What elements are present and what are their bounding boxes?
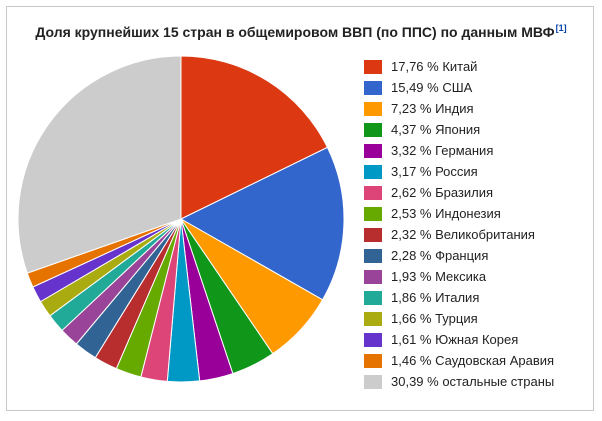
footnote-ref: [1] [556,23,567,33]
legend-item-5: 3,17 % Россия [364,161,554,182]
chart-title-text: Доля крупнейших 15 стран в общемировом В… [35,24,555,40]
legend-item-8: 2,32 % Великобритания [364,224,554,245]
legend-swatch [364,101,382,116]
legend-label: 1,66 % Турция [391,311,478,326]
legend-label: 1,86 % Италия [391,290,480,305]
legend-label: 2,53 % Индонезия [391,206,501,221]
legend-label: 7,23 % Индия [391,101,474,116]
legend-label: 1,93 % Мексика [391,269,487,284]
legend-label: 15,49 % США [391,80,473,95]
legend-swatch [364,164,382,179]
chart-legend: 17,76 % Китай 15,49 % США 7,23 % Индия 4,37… [364,56,554,392]
legend-label: 17,76 % Китай [391,59,478,74]
legend-swatch [364,290,382,305]
legend-item-4: 3,32 % Германия [364,140,554,161]
legend-label: 2,28 % Франция [391,248,489,263]
pie-slice-1 [179,146,345,301]
chart-title: Доля крупнейших 15 стран в общемировом В… [7,23,595,40]
legend-item-15: 30,39 % остальные страны [364,371,554,392]
legend-swatch [364,248,382,263]
pie-chart [17,55,345,383]
legend-swatch [364,122,382,137]
legend-item-1: 15,49 % США [364,77,554,98]
legend-swatch [364,311,382,326]
legend-swatch [364,227,382,242]
legend-label: 3,32 % Германия [391,143,494,158]
legend-label: 4,37 % Япония [391,122,481,137]
pie-slice-15 [17,55,182,274]
legend-swatch [364,374,382,389]
legend-item-14: 1,46 % Саудовская Аравия [364,350,554,371]
legend-swatch [364,332,382,347]
legend-item-10: 1,93 % Мексика [364,266,554,287]
legend-label: 3,17 % Россия [391,164,478,179]
legend-item-3: 4,37 % Япония [364,119,554,140]
legend-item-6: 2,62 % Бразилия [364,182,554,203]
legend-label: 1,61 % Южная Корея [391,332,519,347]
legend-swatch [364,185,382,200]
legend-label: 2,62 % Бразилия [391,185,494,200]
footnote-link[interactable]: [1] [555,23,567,33]
legend-item-11: 1,86 % Италия [364,287,554,308]
pie-slice-0 [180,55,329,220]
legend-item-7: 2,53 % Индонезия [364,203,554,224]
legend-label: 1,46 % Саудовская Аравия [391,353,555,368]
legend-swatch [364,269,382,284]
legend-swatch [364,80,382,95]
legend-item-12: 1,66 % Турция [364,308,554,329]
legend-swatch [364,353,382,368]
legend-label: 30,39 % остальные страны [391,374,555,389]
legend-swatch [364,143,382,158]
legend-swatch [364,59,382,74]
legend-item-9: 2,28 % Франция [364,245,554,266]
legend-item-13: 1,61 % Южная Корея [364,329,554,350]
legend-label: 2,32 % Великобритания [391,227,535,242]
legend-item-0: 17,76 % Китай [364,56,554,77]
legend-item-2: 7,23 % Индия [364,98,554,119]
legend-swatch [364,206,382,221]
